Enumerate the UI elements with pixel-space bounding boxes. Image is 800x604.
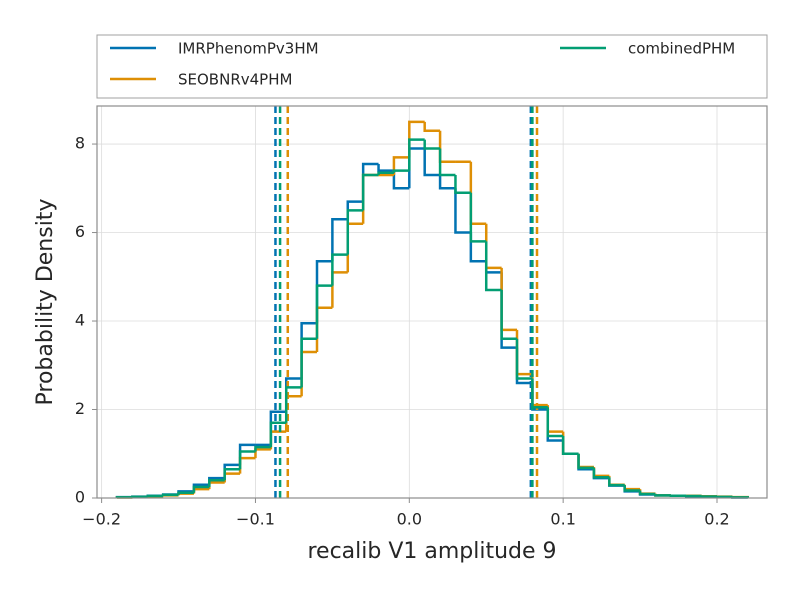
- x-tick-label: −0.1: [236, 510, 275, 529]
- y-axis-label: Probability Density: [33, 199, 58, 406]
- x-tick-label: −0.2: [82, 510, 121, 529]
- histogram-step: [655, 494, 670, 495]
- y-tick-label: 6: [75, 222, 85, 241]
- plot-area: [97, 106, 767, 498]
- x-tick-label: 0.0: [397, 510, 422, 529]
- histogram-step: [148, 496, 163, 497]
- x-axis-label: recalib V1 amplitude 9: [307, 539, 556, 564]
- y-tick-label: 4: [75, 311, 85, 330]
- histogram-step: [163, 495, 178, 496]
- y-tick-label: 8: [75, 134, 85, 153]
- y-tick-label: 2: [75, 399, 85, 418]
- x-tick-label: 0.1: [550, 510, 575, 529]
- legend-label: SEOBNRv4PHM: [178, 71, 292, 89]
- legend-label: combinedPHM: [628, 40, 735, 58]
- legend-label: IMRPhenomPv3HM: [178, 40, 319, 58]
- x-tick-label: 0.2: [704, 510, 729, 529]
- y-tick-label: 0: [75, 488, 85, 507]
